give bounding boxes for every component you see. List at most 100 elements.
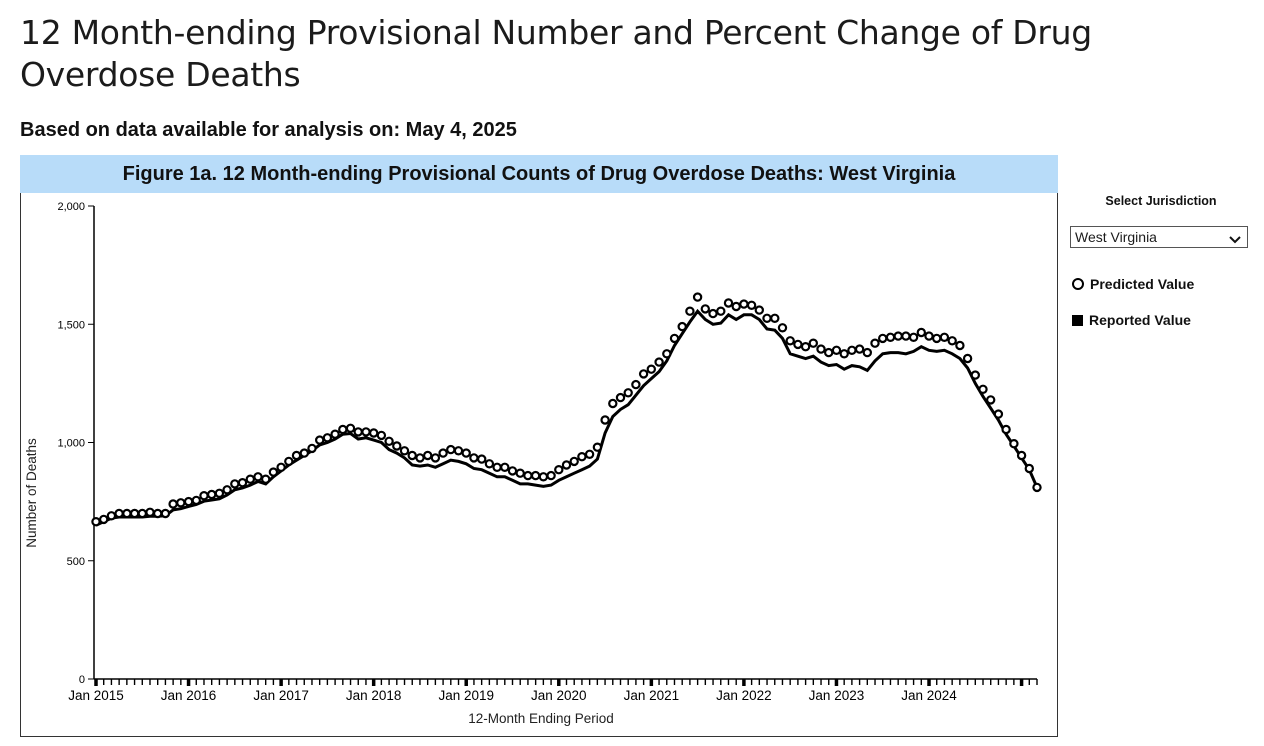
predicted-point (307, 443, 317, 454)
y-tick-label: 500 (67, 556, 85, 568)
predicted-point (824, 347, 834, 358)
predicted-point (106, 511, 117, 521)
predicted-point (916, 327, 927, 338)
predicted-point (677, 321, 687, 332)
predicted-point (577, 452, 587, 462)
predicted-point (91, 517, 101, 527)
predicted-point (338, 424, 348, 435)
predicted-point (430, 453, 441, 463)
predicted-point (608, 398, 618, 409)
predicted-point (168, 499, 178, 509)
x-tick-label: Jan 2018 (346, 688, 402, 703)
predicted-point (291, 450, 302, 461)
predicted-point (986, 395, 996, 405)
predicted-point (98, 514, 109, 525)
predicted-point (538, 472, 549, 482)
predicted-point (631, 379, 641, 390)
predicted-point (1001, 424, 1011, 435)
predicted-point (446, 444, 456, 455)
data-availability-subtitle: Based on data available for analysis on:… (20, 119, 517, 141)
predicted-point (191, 495, 201, 506)
y-tick-label: 1,500 (57, 319, 85, 331)
predicted-point (546, 470, 556, 481)
legend-predicted: Predicted Value (1072, 276, 1194, 292)
predicted-point (569, 456, 579, 467)
predicted-point (453, 446, 464, 456)
predicted-point (407, 450, 417, 461)
x-tick-label: Jan 2023 (809, 688, 865, 703)
page-title: 12 Month-ending Provisional Number and P… (20, 13, 1092, 94)
x-tick-label: Jan 2024 (901, 688, 957, 703)
predicted-point (584, 449, 595, 459)
predicted-point (816, 344, 826, 354)
predicted-point (384, 436, 394, 446)
predicted-point (1009, 438, 1019, 449)
predicted-point (515, 468, 525, 478)
predicted-point (299, 448, 309, 458)
predicted-point (932, 333, 942, 344)
predicted-point (345, 423, 356, 433)
predicted-point (708, 308, 718, 319)
predicted-point (160, 508, 171, 519)
predicted-point (646, 364, 657, 374)
predicted-point (993, 409, 1004, 419)
predicted-point (176, 498, 186, 508)
predicted-point (199, 491, 209, 501)
predicted-point (669, 333, 680, 344)
y-axis: 0 500 1,000 1,500 2,000 (57, 201, 95, 686)
figure-header: Figure 1a. 12 Month-ending Provisional C… (20, 155, 1058, 193)
predicted-point (793, 339, 803, 350)
predicted-point (654, 357, 664, 367)
predicted-point (253, 472, 263, 482)
predicted-point (415, 453, 425, 463)
reported-value-line (95, 308, 1039, 527)
predicted-point (785, 336, 795, 346)
predicted-point (129, 508, 140, 519)
predicted-point (438, 448, 448, 458)
predicted-point (808, 338, 819, 348)
predicted-point (315, 435, 325, 445)
x-tick-label: Jan 2019 (438, 688, 494, 703)
figure-title: Figure 1a. 12 Month-ending Provisional C… (122, 162, 956, 185)
predicted-point (862, 347, 873, 358)
predicted-point (284, 456, 294, 467)
predicted-point (1024, 463, 1035, 474)
predicted-point (746, 300, 757, 311)
predicted-point (492, 462, 502, 472)
predicted-point (831, 345, 842, 355)
y-tick-label: 0 (79, 674, 85, 686)
predicted-point (523, 470, 533, 481)
predicted-point (901, 331, 911, 341)
y-tick-label: 1,000 (57, 438, 85, 450)
predicted-point (500, 462, 510, 472)
x-tick-label: Jan 2020 (531, 688, 587, 703)
predicted-point (330, 429, 340, 439)
jurisdiction-select[interactable]: West Virginia (1070, 226, 1248, 248)
predicted-point (839, 349, 849, 359)
x-axis: Jan 2015 Jan 2016 Jan 2017 Jan 2018 Jan 2019… (68, 678, 1038, 703)
predicted-point (245, 474, 255, 484)
predicted-point (692, 292, 703, 302)
predicted-point (716, 306, 726, 316)
predicted-point (777, 323, 788, 333)
predicted-point (700, 304, 711, 314)
predicted-point (361, 427, 371, 437)
predicted-point (731, 301, 741, 312)
predicted-point (268, 467, 279, 477)
predicted-point (878, 333, 888, 344)
x-axis-label: 12-Month Ending Period (468, 711, 614, 726)
predicted-point (615, 392, 626, 403)
predicted-point (222, 485, 232, 495)
y-axis-label: Number of Deaths (24, 438, 39, 548)
predicted-point (685, 306, 695, 316)
sidebar: Select Jurisdiction West Virginia Predic… (1070, 190, 1252, 328)
predicted-point (723, 298, 734, 308)
predicted-point (893, 331, 903, 341)
predicted-point (739, 299, 749, 309)
predicted-point (230, 479, 240, 489)
jurisdiction-selected-value: West Virginia (1075, 229, 1157, 245)
predicted-point (206, 489, 217, 500)
predicted-point (353, 427, 363, 437)
predicted-point (561, 460, 572, 470)
predicted-point (939, 332, 950, 342)
